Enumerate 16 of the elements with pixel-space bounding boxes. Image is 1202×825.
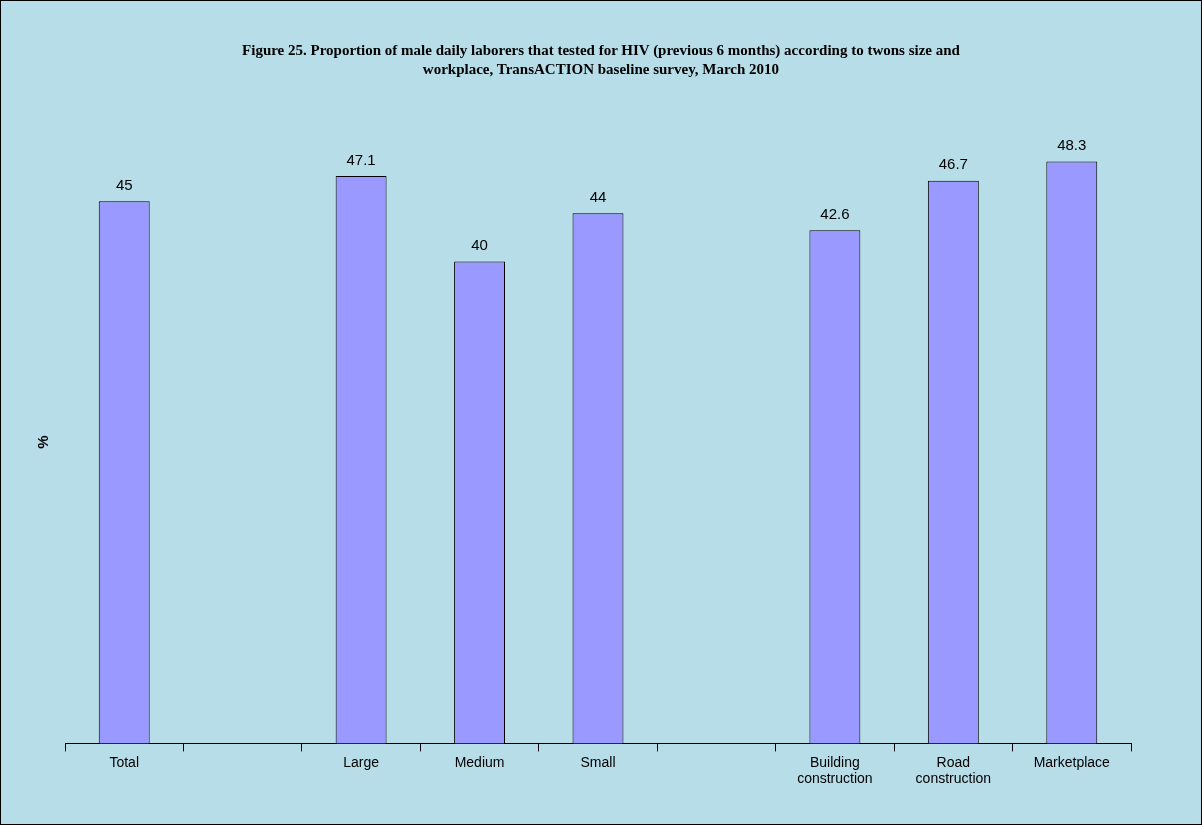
x-tick-label: Medium (454, 753, 505, 770)
chart-title: Figure 25. Proportion of male daily laborers that tested for HIV (previous 6 months) according to twons size and workplace, TransACTION baseline survey, March 2010 (241, 41, 961, 79)
data-label: 46.7 (938, 155, 968, 173)
x-tick-label: Total (109, 753, 140, 770)
y-axis-title: % (34, 435, 52, 449)
x-tick-label: Building construction (797, 753, 873, 787)
x-tick-label: Small (580, 753, 616, 770)
x-tick-label: Large (343, 753, 380, 770)
data-label: 48.3 (1057, 136, 1087, 154)
data-label: 42.6 (820, 204, 850, 222)
data-label: 47.1 (346, 150, 376, 168)
x-tick-label: Marketplace (1033, 753, 1111, 770)
data-label: 45 (115, 175, 133, 193)
data-label: 40 (471, 236, 488, 254)
data-label: 44 (589, 187, 607, 205)
x-tick-label: Road construction (915, 753, 992, 787)
